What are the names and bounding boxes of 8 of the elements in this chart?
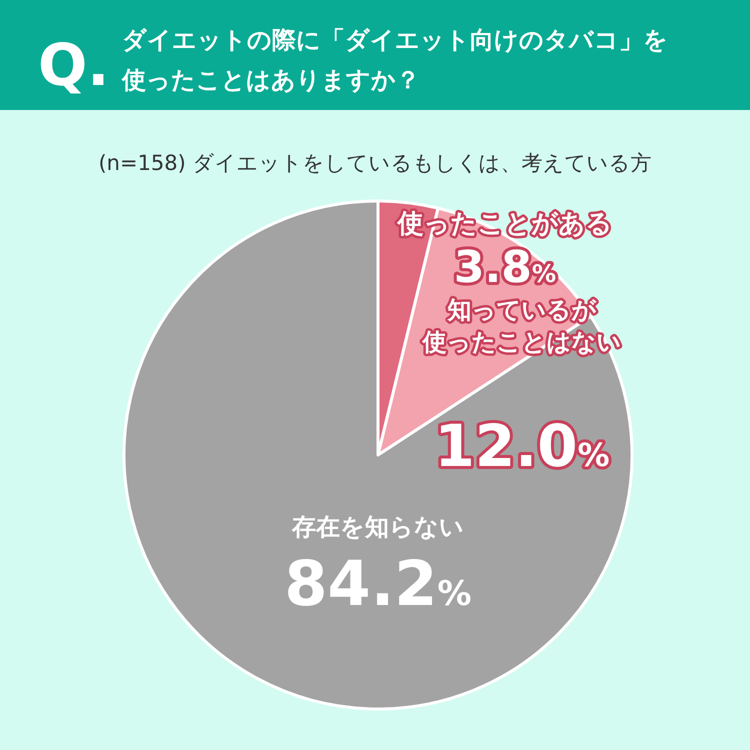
data-label: 3.8%	[454, 242, 556, 293]
data-label: 84.2%	[284, 547, 472, 620]
chart-title: ダイエットの際に「ダイエット向けのタバコ」を使ったことはありますか？	[121, 26, 668, 94]
slice-label: 存在を知らない	[291, 513, 464, 541]
text: Q.	[38, 31, 110, 99]
data-label: 12.0%	[434, 412, 610, 480]
chart-subtitle: (n=158) ダイエットをしているもしくは、考えている方	[98, 151, 652, 175]
pie-slice	[122, 200, 634, 710]
